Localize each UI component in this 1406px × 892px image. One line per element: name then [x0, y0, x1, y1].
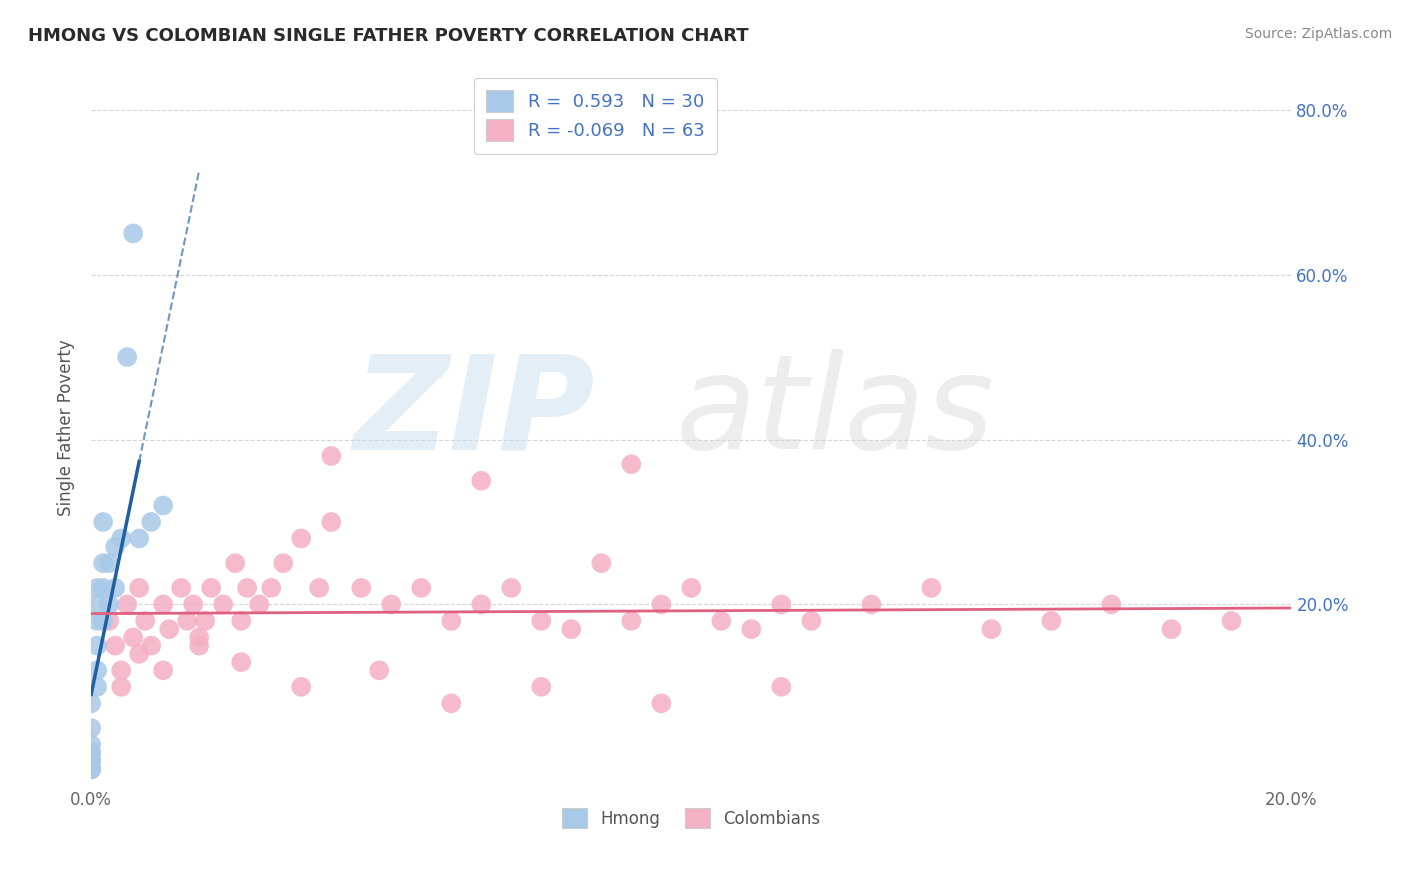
Point	[224, 556, 246, 570]
Point	[368, 664, 391, 678]
Point	[80, 762, 103, 776]
Point	[350, 581, 373, 595]
Point	[91, 581, 114, 595]
Point	[530, 680, 553, 694]
Point	[271, 556, 294, 570]
Point	[80, 754, 103, 768]
Point	[321, 515, 343, 529]
Point	[247, 598, 270, 612]
Point	[134, 614, 156, 628]
Point	[260, 581, 283, 595]
Point	[115, 350, 138, 364]
Point	[800, 614, 823, 628]
Point	[104, 639, 127, 653]
Legend: Hmong, Colombians: Hmong, Colombians	[555, 801, 827, 835]
Text: HMONG VS COLOMBIAN SINGLE FATHER POVERTY CORRELATION CHART: HMONG VS COLOMBIAN SINGLE FATHER POVERTY…	[28, 27, 749, 45]
Point	[650, 598, 672, 612]
Point	[115, 598, 138, 612]
Point	[770, 598, 793, 612]
Point	[740, 622, 762, 636]
Point	[530, 614, 553, 628]
Point	[122, 631, 145, 645]
Point	[157, 622, 180, 636]
Point	[710, 614, 733, 628]
Point	[231, 655, 253, 669]
Point	[80, 738, 103, 752]
Point	[920, 581, 942, 595]
Point	[128, 581, 150, 595]
Point	[1220, 614, 1243, 628]
Point	[290, 680, 312, 694]
Point	[212, 598, 235, 612]
Point	[380, 598, 402, 612]
Point	[86, 598, 108, 612]
Point	[470, 474, 492, 488]
Point	[681, 581, 703, 595]
Point	[152, 499, 174, 513]
Point	[104, 581, 127, 595]
Point	[91, 614, 114, 628]
Point	[560, 622, 582, 636]
Point	[98, 556, 121, 570]
Point	[411, 581, 433, 595]
Point	[128, 532, 150, 546]
Point	[290, 532, 312, 546]
Point	[122, 227, 145, 241]
Point	[86, 664, 108, 678]
Point	[170, 581, 193, 595]
Point	[440, 696, 463, 710]
Point	[86, 581, 108, 595]
Point	[110, 664, 132, 678]
Point	[91, 556, 114, 570]
Point	[591, 556, 613, 570]
Point	[98, 614, 121, 628]
Text: atlas: atlas	[676, 350, 995, 476]
Point	[80, 746, 103, 760]
Point	[1099, 598, 1122, 612]
Point	[86, 614, 108, 628]
Point	[104, 540, 127, 554]
Point	[181, 598, 204, 612]
Point	[110, 532, 132, 546]
Point	[80, 721, 103, 735]
Point	[80, 746, 103, 760]
Point	[80, 762, 103, 776]
Point	[86, 680, 108, 694]
Point	[141, 639, 163, 653]
Point	[620, 457, 643, 471]
Point	[110, 680, 132, 694]
Point	[1040, 614, 1063, 628]
Point	[501, 581, 523, 595]
Point	[620, 614, 643, 628]
Point	[98, 598, 121, 612]
Point	[80, 762, 103, 776]
Point	[152, 598, 174, 612]
Point	[188, 631, 211, 645]
Point	[980, 622, 1002, 636]
Point	[440, 614, 463, 628]
Point	[86, 639, 108, 653]
Point	[1160, 622, 1182, 636]
Point	[194, 614, 217, 628]
Point	[860, 598, 883, 612]
Point	[152, 664, 174, 678]
Point	[128, 647, 150, 661]
Point	[188, 639, 211, 653]
Point	[176, 614, 198, 628]
Text: ZIP: ZIP	[354, 350, 595, 476]
Point	[321, 449, 343, 463]
Point	[91, 515, 114, 529]
Point	[231, 614, 253, 628]
Point	[470, 598, 492, 612]
Point	[770, 680, 793, 694]
Point	[308, 581, 330, 595]
Point	[80, 696, 103, 710]
Y-axis label: Single Father Poverty: Single Father Poverty	[58, 339, 75, 516]
Point	[200, 581, 222, 595]
Point	[650, 696, 672, 710]
Point	[236, 581, 259, 595]
Point	[80, 754, 103, 768]
Point	[141, 515, 163, 529]
Text: Source: ZipAtlas.com: Source: ZipAtlas.com	[1244, 27, 1392, 41]
